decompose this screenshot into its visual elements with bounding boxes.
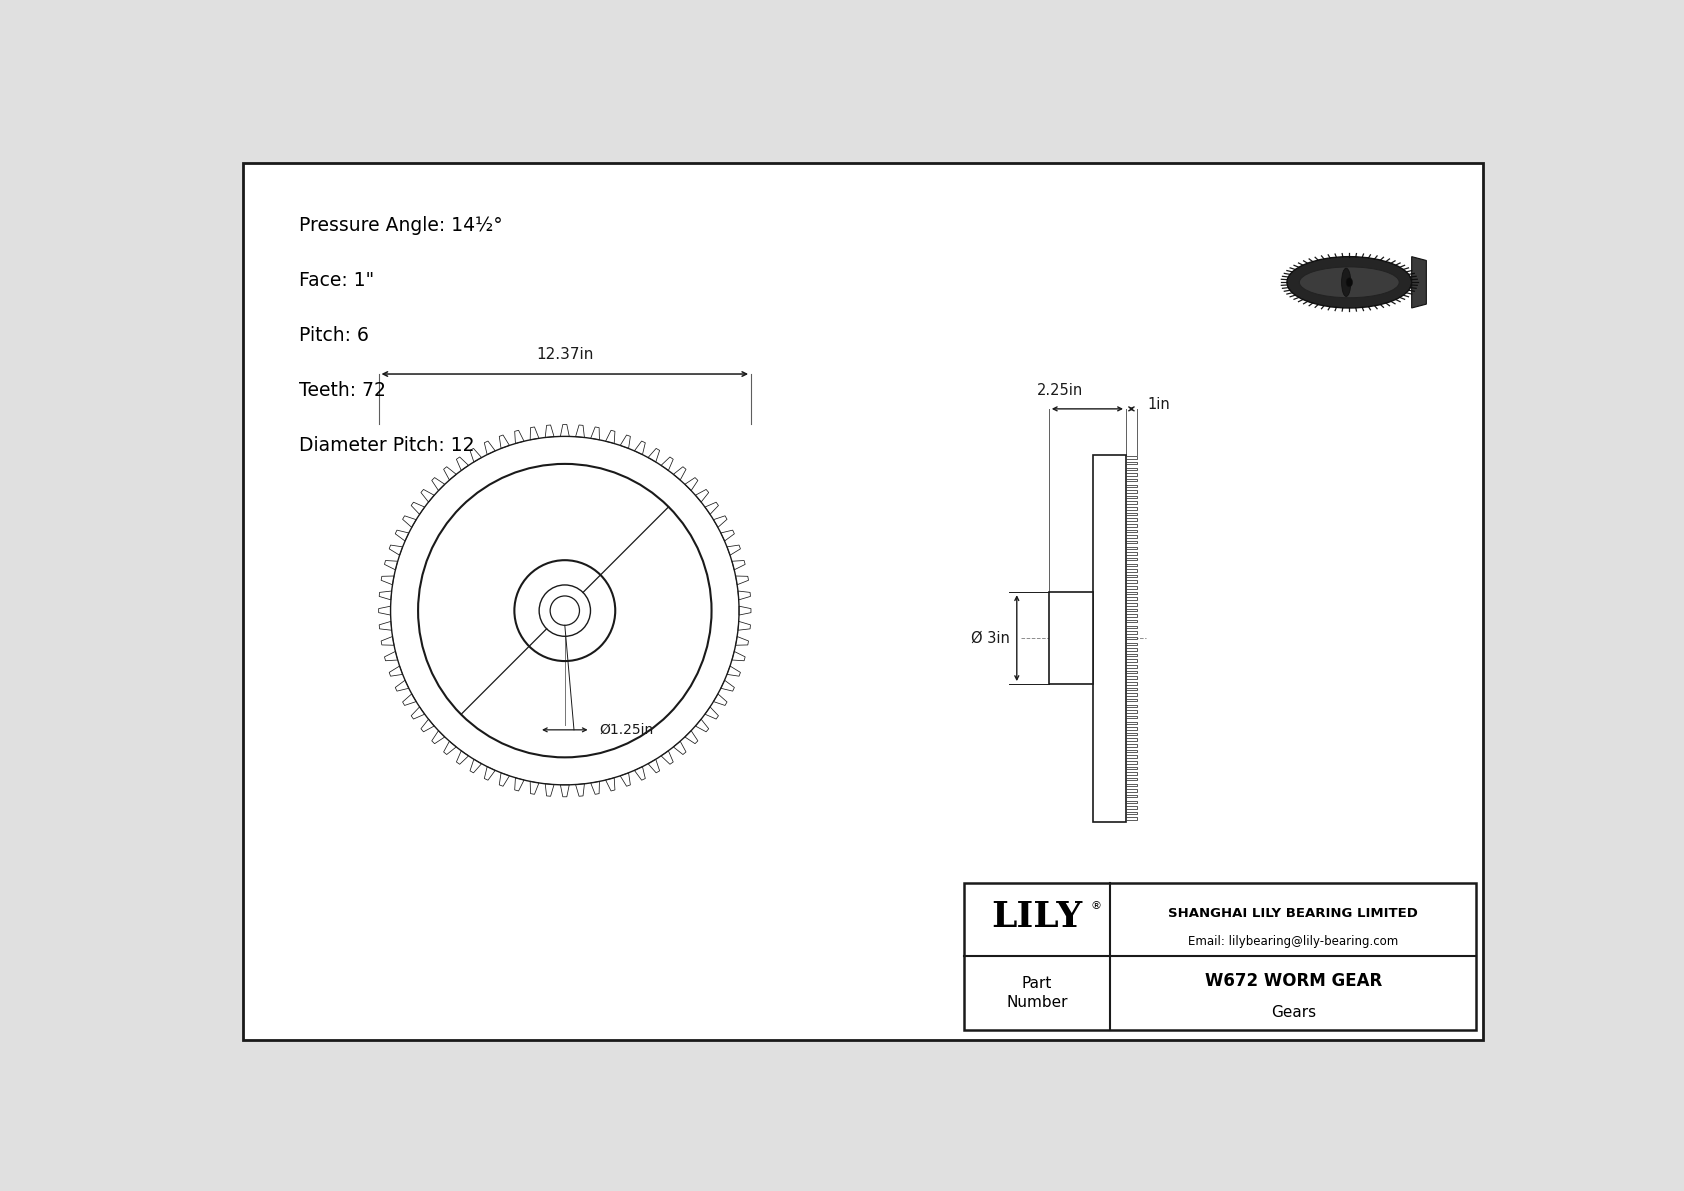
Bar <box>1127 654 1137 656</box>
Text: Pressure Angle: 14½°: Pressure Angle: 14½° <box>300 217 502 236</box>
Bar <box>1127 732 1137 735</box>
Text: ®: ® <box>1091 900 1101 911</box>
Bar <box>1127 728 1137 730</box>
Bar <box>1127 648 1137 650</box>
Bar <box>1127 738 1137 741</box>
Text: Email: lilybearing@lily-bearing.com: Email: lilybearing@lily-bearing.com <box>1189 935 1398 948</box>
Bar <box>1127 621 1137 623</box>
Bar <box>1127 784 1137 786</box>
Bar <box>1127 615 1137 617</box>
Text: 1in: 1in <box>1148 397 1170 412</box>
Bar <box>1127 553 1137 555</box>
Bar <box>1127 563 1137 566</box>
Bar <box>1127 693 1137 696</box>
Bar <box>1127 660 1137 662</box>
Bar <box>1127 761 1137 763</box>
Bar <box>1127 524 1137 526</box>
Text: Pitch: 6: Pitch: 6 <box>300 326 369 345</box>
Bar <box>1127 569 1137 572</box>
Bar <box>1127 598 1137 600</box>
Bar <box>1127 722 1137 724</box>
Bar <box>1127 750 1137 753</box>
Bar <box>1127 518 1137 520</box>
Bar <box>1127 495 1137 498</box>
Text: 2.25in: 2.25in <box>1037 382 1083 398</box>
Bar <box>1127 586 1137 588</box>
Bar <box>965 883 1477 1030</box>
Polygon shape <box>1411 256 1426 308</box>
Bar <box>1127 513 1137 516</box>
Bar <box>1127 541 1137 543</box>
Bar <box>1127 468 1137 470</box>
Bar <box>1127 631 1137 634</box>
Bar <box>1127 794 1137 798</box>
Text: Part
Number: Part Number <box>1007 975 1068 1010</box>
Bar <box>1127 778 1137 780</box>
Bar <box>1127 817 1137 819</box>
Bar <box>1049 592 1093 684</box>
Bar <box>1127 575 1137 578</box>
Bar <box>1127 800 1137 803</box>
Text: Ø 3in: Ø 3in <box>970 631 1009 646</box>
Bar <box>1127 592 1137 594</box>
Bar <box>1127 806 1137 809</box>
Bar <box>1127 501 1137 504</box>
Bar <box>1127 625 1137 628</box>
Bar <box>1127 705 1137 707</box>
Text: 12.37in: 12.37in <box>536 347 593 362</box>
Text: Ø1.25in: Ø1.25in <box>600 723 653 737</box>
Bar <box>1127 485 1137 487</box>
Text: SHANGHAI LILY BEARING LIMITED: SHANGHAI LILY BEARING LIMITED <box>1169 908 1418 921</box>
Bar <box>1127 609 1137 611</box>
Bar <box>1127 547 1137 549</box>
Bar <box>1127 790 1137 792</box>
Bar <box>1127 699 1137 701</box>
Bar <box>1127 535 1137 538</box>
Text: W672 WORM GEAR: W672 WORM GEAR <box>1204 972 1383 990</box>
Bar <box>1093 455 1127 822</box>
Bar <box>1127 557 1137 561</box>
Bar <box>1127 462 1137 464</box>
Ellipse shape <box>1287 256 1411 308</box>
Ellipse shape <box>1342 268 1351 297</box>
Bar <box>1127 812 1137 815</box>
Bar <box>1127 676 1137 679</box>
Bar <box>1127 772 1137 775</box>
Bar <box>1127 637 1137 640</box>
Text: Teeth: 72: Teeth: 72 <box>300 381 386 400</box>
Bar <box>1127 473 1137 475</box>
Bar <box>1127 603 1137 605</box>
Bar <box>1127 479 1137 481</box>
Text: LILY: LILY <box>992 900 1083 935</box>
Bar <box>1127 491 1137 493</box>
Bar <box>1127 530 1137 532</box>
Ellipse shape <box>1346 278 1352 287</box>
Bar <box>1127 507 1137 510</box>
Bar <box>1127 755 1137 757</box>
Bar <box>1127 642 1137 646</box>
Bar <box>1127 710 1137 712</box>
Bar <box>1127 665 1137 668</box>
Text: Gears: Gears <box>1271 1005 1315 1019</box>
Bar <box>1127 716 1137 718</box>
Bar <box>1127 744 1137 747</box>
Bar <box>1127 671 1137 673</box>
Text: Diameter Pitch: 12: Diameter Pitch: 12 <box>300 436 475 455</box>
Bar <box>1127 456 1137 459</box>
Bar <box>1127 580 1137 582</box>
Bar <box>1127 682 1137 685</box>
Bar <box>1127 687 1137 690</box>
Bar <box>1127 767 1137 769</box>
Text: Face: 1": Face: 1" <box>300 272 374 291</box>
Ellipse shape <box>1300 267 1399 298</box>
